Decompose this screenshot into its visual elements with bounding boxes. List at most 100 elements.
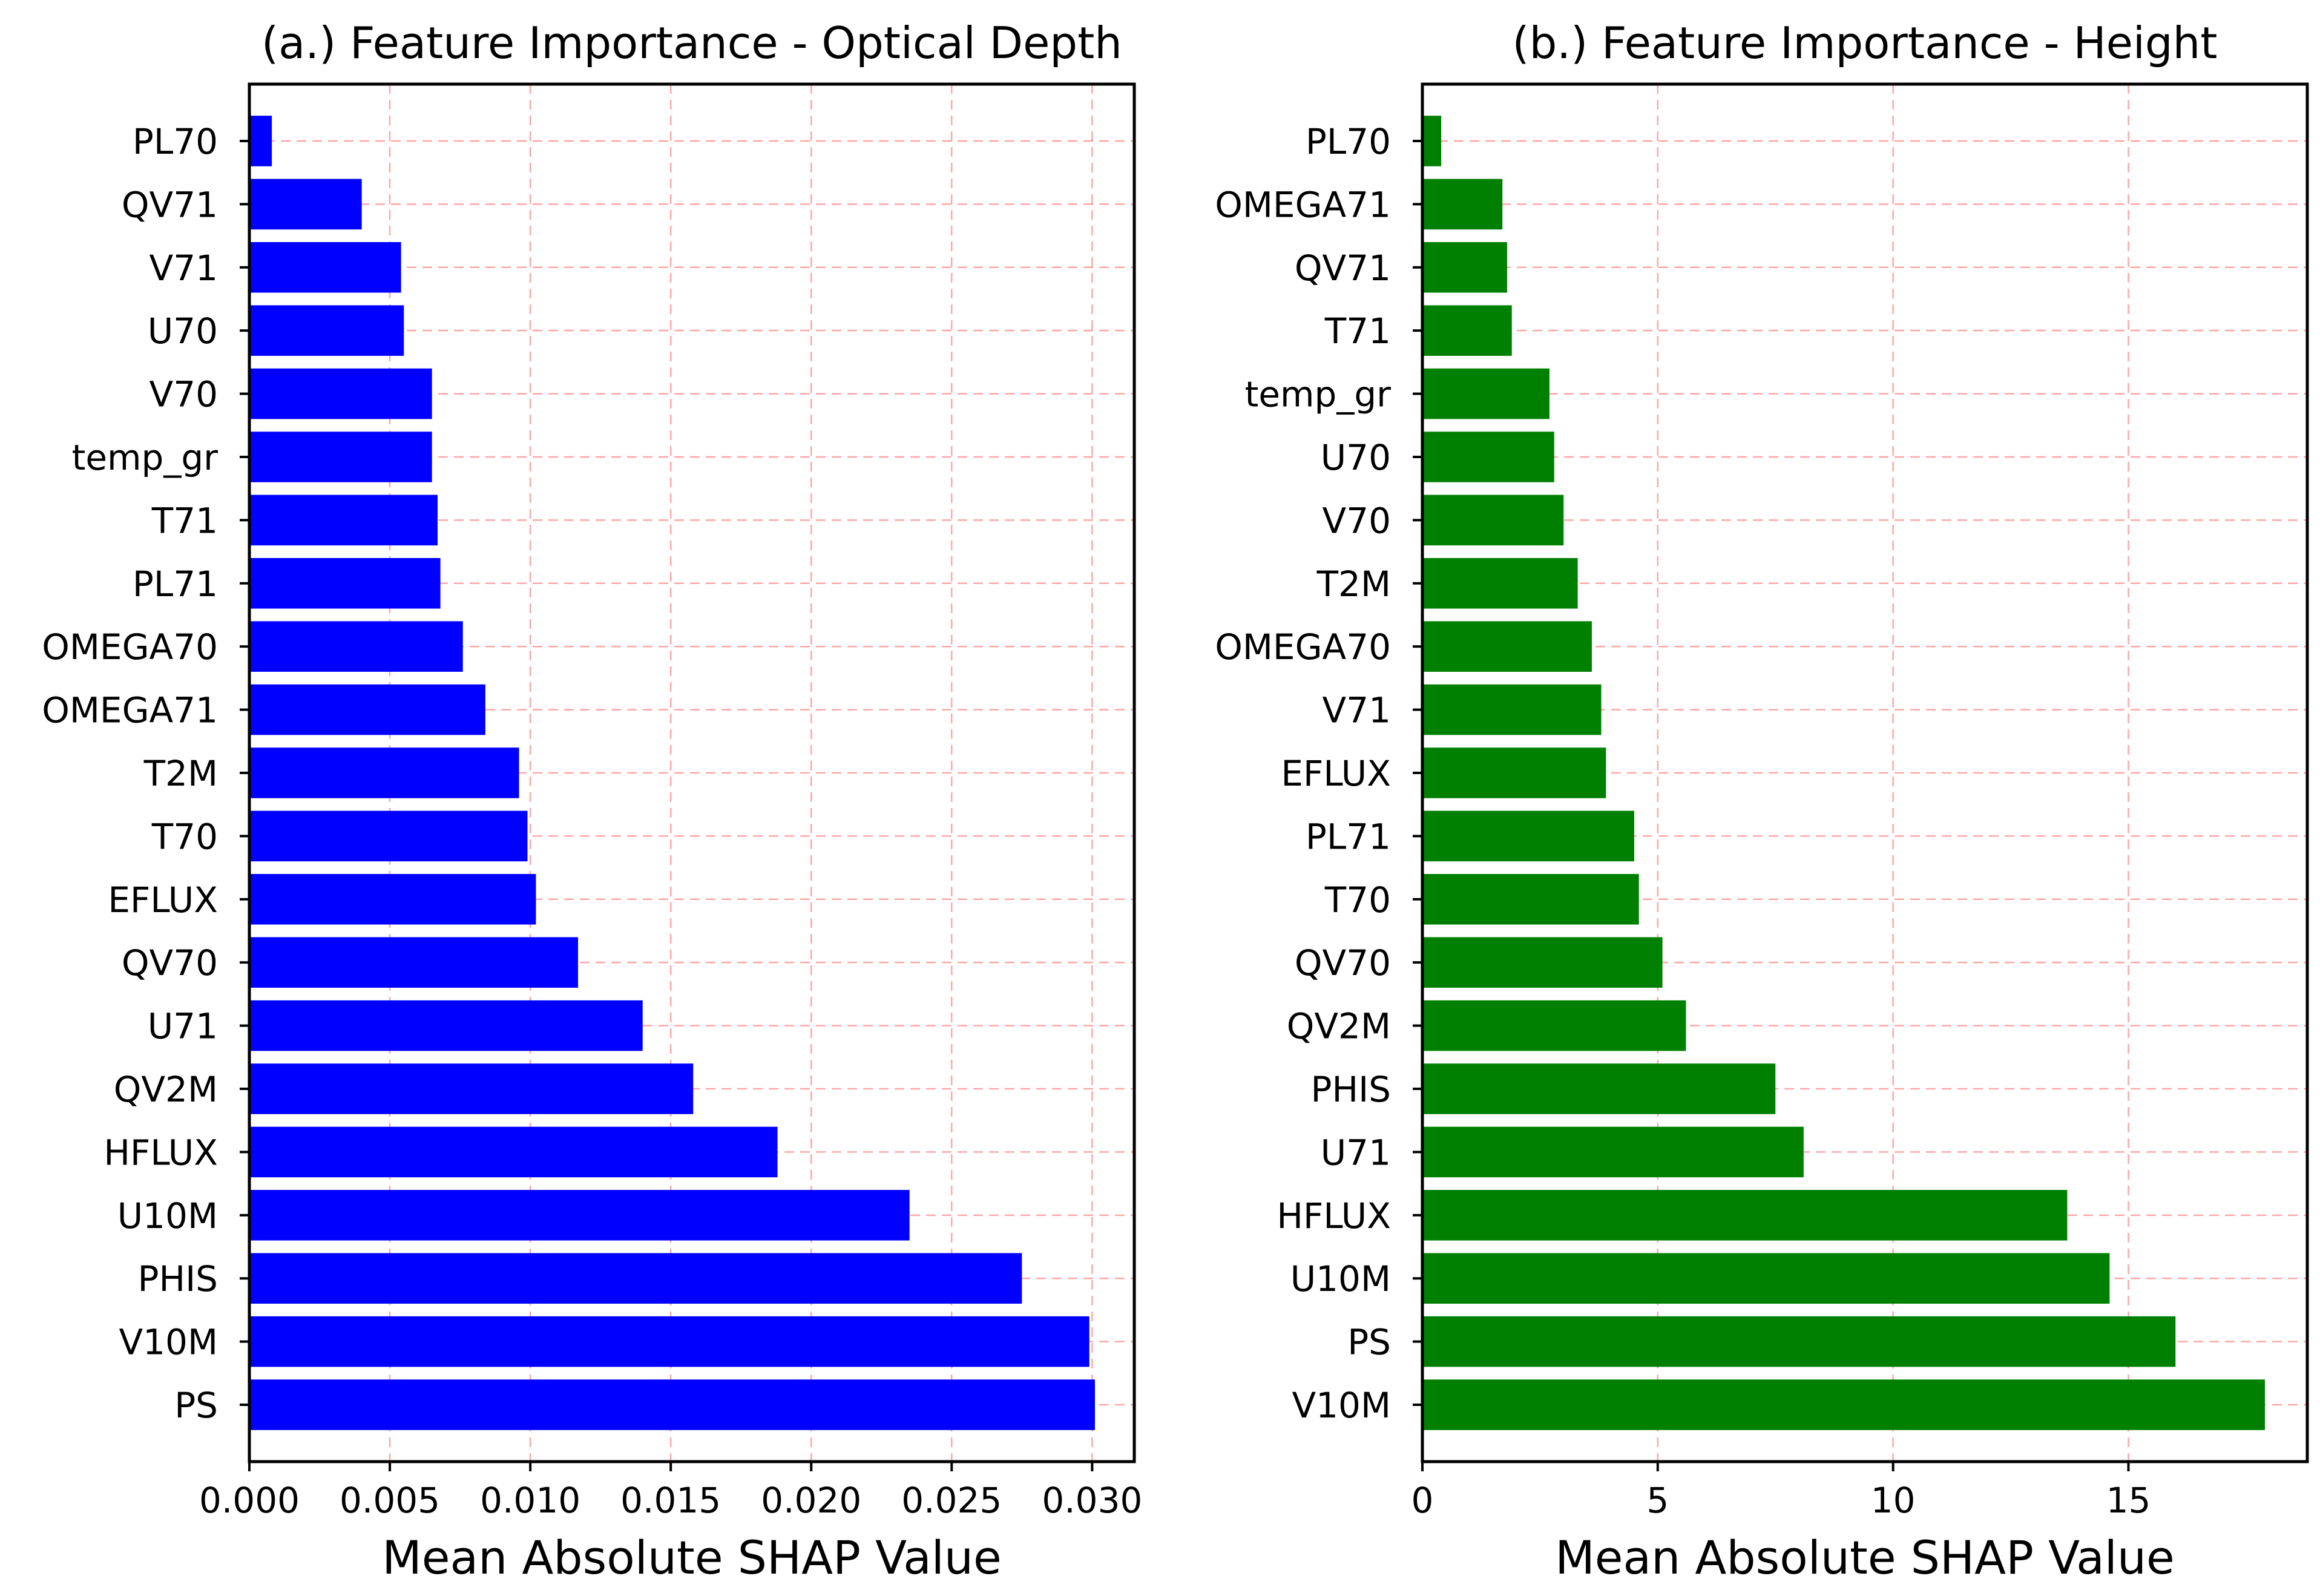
bar-omega71: [1422, 179, 1503, 230]
x-axis-label: Mean Absolute SHAP Value: [1555, 1531, 2175, 1585]
category-label-v71: V71: [1323, 690, 1391, 731]
bar-hflux: [249, 1126, 778, 1178]
category-label-phis: PHIS: [137, 1258, 218, 1299]
category-label-eflux: EFLUX: [108, 879, 218, 921]
bar-phis: [249, 1253, 1022, 1304]
bar-t71: [1422, 305, 1512, 356]
x-tick-label: 0.020: [761, 1480, 861, 1521]
bar-v71: [249, 242, 401, 293]
bar-qv71: [249, 179, 362, 230]
x-tick-label: 5: [1646, 1480, 1669, 1521]
x-tick-label: 0: [1411, 1480, 1434, 1521]
x-tick-label: 0.015: [620, 1480, 721, 1521]
category-label-v70: V70: [1323, 500, 1391, 541]
category-label-u10m: U10M: [117, 1195, 218, 1236]
x-tick-label: 0.000: [199, 1480, 300, 1521]
x-tick-label: 15: [2106, 1480, 2151, 1521]
bar-ps: [1422, 1316, 2176, 1367]
bar-omega70: [249, 621, 463, 672]
x-tick-label: 0.025: [901, 1480, 1002, 1521]
bar-t71: [249, 494, 438, 546]
bar-qv2m: [249, 1063, 694, 1114]
category-label-t70: T70: [151, 816, 218, 857]
bar-qv70: [1422, 937, 1663, 988]
bar-qv70: [249, 937, 579, 988]
category-label-ps: PS: [1347, 1322, 1391, 1363]
category-label-u10m: U10M: [1290, 1258, 1391, 1299]
bar-eflux: [1422, 747, 1606, 798]
bar-u71: [1422, 1126, 1804, 1178]
category-label-pl71: PL71: [133, 563, 218, 605]
category-label-temp-gr: temp_gr: [72, 437, 219, 478]
x-tick-label: 10: [1871, 1480, 1916, 1521]
category-label-qv2m: QV2M: [114, 1069, 218, 1110]
category-label-u71: U71: [148, 1006, 218, 1047]
category-label-v71: V71: [150, 248, 218, 289]
bar-pl70: [249, 116, 272, 166]
bar-v71: [1422, 684, 1602, 735]
bar-u70: [249, 305, 404, 356]
category-label-omega71: OMEGA71: [42, 690, 218, 731]
bar-t70: [249, 810, 528, 862]
category-label-v70: V70: [150, 374, 218, 415]
bar-pl70: [1422, 116, 1442, 166]
category-label-eflux: EFLUX: [1281, 753, 1391, 794]
bar-v70: [1422, 494, 1564, 546]
category-label-hflux: HFLUX: [1277, 1195, 1391, 1236]
chart-title: (a.) Feature Importance - Optical Depth: [261, 18, 1122, 68]
category-label-t70: T70: [1324, 879, 1391, 921]
bar-qv71: [1422, 242, 1507, 293]
category-label-v10m: V10M: [1292, 1385, 1391, 1426]
bar-v70: [249, 368, 432, 419]
category-label-pl71: PL71: [1306, 816, 1391, 857]
panel-optical-depth: 0.000 0.005 0.010 0.015 0.020 0.025 0.030 PS V10…: [42, 18, 1142, 1585]
bar-pl71: [1422, 810, 1634, 862]
category-label-pl70: PL70: [133, 121, 218, 162]
category-label-omega71: OMEGA71: [1215, 184, 1391, 225]
bar-temp-gr: [1422, 368, 1549, 419]
category-label-u71: U71: [1321, 1132, 1391, 1173]
bar-pl71: [249, 558, 441, 609]
x-tick-label: 0.030: [1042, 1480, 1142, 1521]
x-axis-label: Mean Absolute SHAP Value: [382, 1531, 1002, 1585]
bar-v10m: [249, 1316, 1089, 1367]
bar-u70: [1422, 432, 1554, 482]
bar-qv2m: [1422, 1000, 1686, 1051]
category-label-hflux: HFLUX: [104, 1132, 218, 1173]
category-label-t2m: T2M: [1316, 563, 1391, 605]
bar-omega71: [249, 684, 485, 735]
category-label-qv70: QV70: [122, 942, 218, 984]
bar-ps: [249, 1379, 1096, 1430]
category-label-t2m: T2M: [143, 753, 218, 794]
category-label-qv2m: QV2M: [1287, 1006, 1391, 1047]
bar-v10m: [1422, 1379, 2266, 1430]
x-tick-label: 0.010: [480, 1480, 580, 1521]
category-label-qv71: QV71: [122, 184, 218, 225]
category-label-pl70: PL70: [1306, 121, 1391, 162]
bar-t2m: [249, 747, 519, 798]
category-label-t71: T71: [151, 500, 218, 541]
chart-title: (b.) Feature Importance - Height: [1513, 18, 2218, 68]
bar-hflux: [1422, 1190, 2068, 1241]
x-tick-label: 0.005: [340, 1480, 440, 1521]
category-label-phis: PHIS: [1310, 1069, 1391, 1110]
bar-eflux: [249, 874, 536, 925]
bar-t2m: [1422, 558, 1578, 609]
category-label-omega70: OMEGA70: [1215, 626, 1391, 668]
category-label-omega70: OMEGA70: [42, 626, 218, 668]
panel-height: 0 5 10 15 V10M PS U10M HFLUX U71 PHIS QV2M QV70 T70 P…: [1215, 18, 2309, 1585]
category-label-qv70: QV70: [1295, 942, 1391, 984]
category-label-v10m: V10M: [119, 1322, 218, 1363]
bar-u10m: [249, 1190, 910, 1241]
category-label-qv71: QV71: [1295, 248, 1391, 289]
category-label-u70: U70: [148, 310, 218, 352]
category-label-temp-gr: temp_gr: [1245, 374, 1392, 415]
bar-t70: [1422, 874, 1639, 925]
bar-temp-gr: [249, 432, 432, 482]
category-label-u70: U70: [1321, 437, 1391, 478]
bar-u10m: [1422, 1253, 2110, 1304]
bar-omega70: [1422, 621, 1592, 672]
bar-u71: [249, 1000, 643, 1051]
category-label-t71: T71: [1324, 310, 1391, 352]
